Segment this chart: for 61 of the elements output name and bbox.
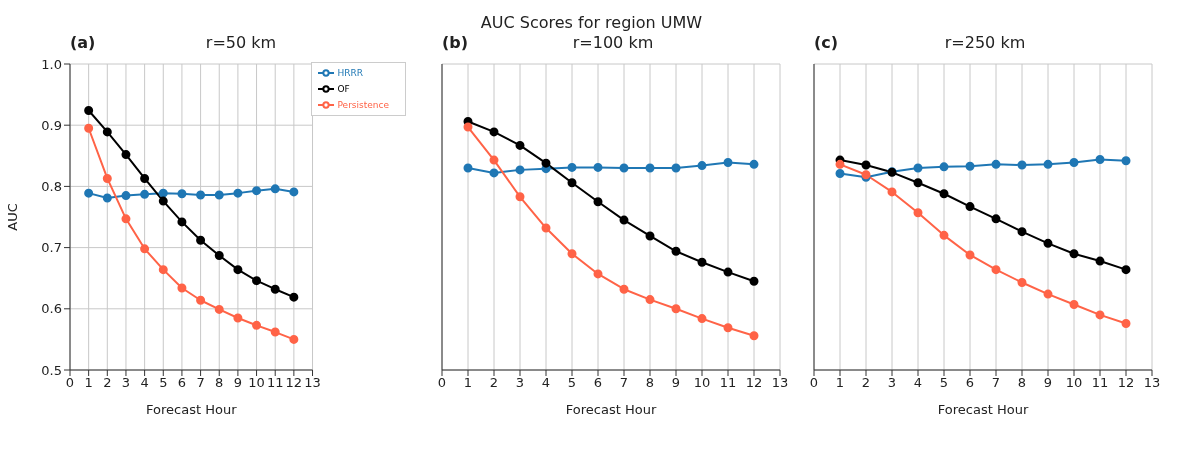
- x-axis-title: Forecast Hour: [937, 402, 1029, 417]
- x-tick-label: 13: [1143, 375, 1161, 391]
- x-tick-label: 9: [1043, 375, 1053, 391]
- text: (a): [70, 33, 96, 52]
- x-tick-label: 5: [159, 375, 168, 391]
- legend-label: OF: [337, 83, 350, 94]
- x-tick-label: 4: [913, 375, 923, 391]
- y-tick-label: 0.6: [41, 301, 62, 317]
- x-tick-label: 0: [65, 375, 75, 391]
- x-tick-label: 2: [489, 375, 499, 391]
- text: (b): [442, 33, 469, 52]
- y-tick-label: 0.7: [41, 240, 62, 256]
- x-tick-label: 2: [103, 375, 112, 391]
- x-tick-label: 0: [809, 375, 819, 391]
- x-tick-label: 13: [304, 375, 321, 391]
- x-tick-label: 8: [215, 375, 224, 391]
- x-tick-label: 3: [887, 375, 897, 391]
- x-tick-label: 10: [248, 375, 265, 391]
- x-tick-label: 13: [771, 375, 789, 391]
- legend-label: Persistence: [337, 99, 389, 110]
- y-tick-label: 0.9: [41, 117, 62, 133]
- x-axis-title: Forecast Hour: [565, 402, 657, 417]
- y-tick-label: 0.8: [41, 179, 62, 195]
- x-tick-label: 11: [1091, 375, 1109, 391]
- x-tick-label: 7: [991, 375, 1001, 391]
- x-tick-label: 12: [1117, 375, 1135, 391]
- x-tick-label: 12: [285, 375, 303, 391]
- x-tick-label: 4: [541, 375, 551, 391]
- x-tick-label: 10: [1065, 375, 1083, 391]
- x-tick-label: 8: [1017, 375, 1027, 391]
- chart-title: r=100 km: [572, 33, 654, 52]
- x-tick-label: 11: [266, 375, 284, 391]
- text: (c): [814, 33, 839, 52]
- chart-title: r=50 km: [205, 33, 277, 52]
- x-tick-label: 7: [619, 375, 629, 391]
- x-tick-label: 7: [196, 375, 205, 391]
- x-tick-label: 5: [567, 375, 577, 391]
- y-tick-label: 0.5: [41, 362, 62, 378]
- x-tick-label: 11: [719, 375, 737, 391]
- x-tick-label: 9: [671, 375, 681, 391]
- x-tick-label: 1: [463, 375, 473, 391]
- legend-label: HRRR: [337, 67, 364, 78]
- x-tick-label: 10: [693, 375, 711, 391]
- x-tick-label: 6: [593, 375, 603, 391]
- x-tick-label: 4: [140, 375, 149, 391]
- x-tick-label: 3: [515, 375, 525, 391]
- chart-title: r=250 km: [944, 33, 1026, 52]
- x-tick-label: 3: [121, 375, 131, 391]
- x-axis-title: Forecast Hour: [146, 402, 238, 417]
- x-tick-label: 2: [861, 375, 871, 391]
- y-tick-label: 1.0: [41, 56, 62, 72]
- x-tick-label: 12: [745, 375, 763, 391]
- text: AUC Scores for region UMW: [480, 13, 703, 32]
- x-tick-label: 6: [177, 375, 187, 391]
- x-tick-label: 9: [233, 375, 243, 391]
- x-tick-label: 6: [965, 375, 975, 391]
- x-tick-label: 8: [645, 375, 655, 391]
- x-tick-label: 0: [437, 375, 447, 391]
- x-tick-label: 5: [939, 375, 949, 391]
- x-tick-label: 1: [835, 375, 845, 391]
- x-tick-label: 1: [84, 375, 93, 391]
